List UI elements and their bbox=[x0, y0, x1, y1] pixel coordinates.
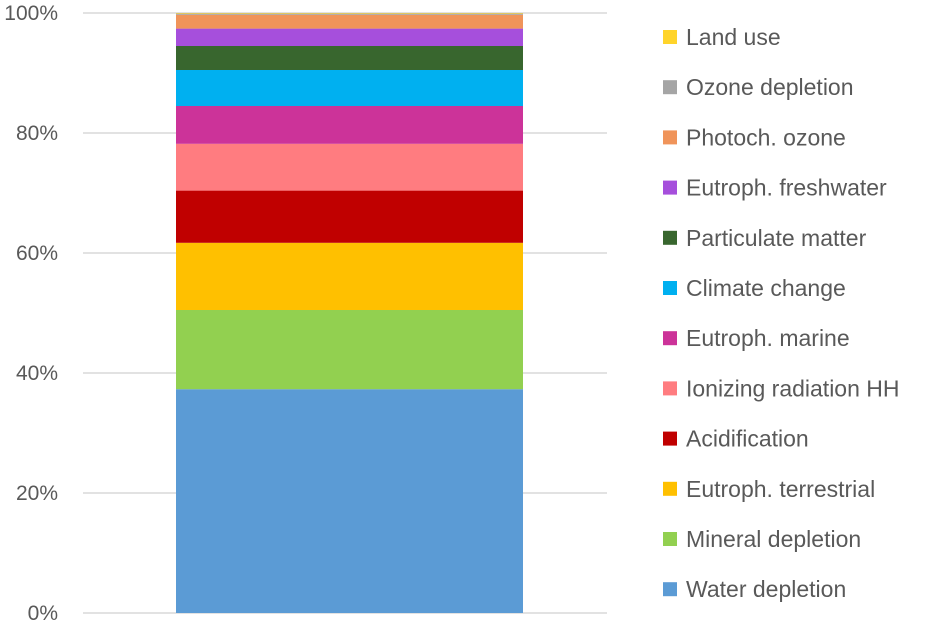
legend-label-ionizing-radiation-hh: Ionizing radiation HH bbox=[686, 375, 900, 401]
legend-swatch-ozone-depletion bbox=[663, 80, 677, 95]
y-tick-label: 40% bbox=[16, 362, 58, 385]
bar-stack bbox=[176, 13, 523, 613]
legend-label-climate-change: Climate change bbox=[686, 275, 846, 301]
legend-swatch-land-use bbox=[663, 30, 677, 44]
bar-segment-ionizing-radiation-hh bbox=[176, 143, 523, 191]
legend-label-eutroph-marine: Eutroph. marine bbox=[686, 325, 850, 351]
bar-segment-ozone-depletion bbox=[176, 13, 523, 15]
legend-swatch-eutroph-freshwater bbox=[663, 180, 677, 195]
bar-segment-mineral-depletion bbox=[176, 310, 523, 390]
bar-segment-eutroph-terrestrial bbox=[176, 242, 523, 310]
bar-segment-eutroph-marine bbox=[176, 106, 523, 144]
legend-swatch-acidification bbox=[663, 431, 677, 446]
y-tick-label: 60% bbox=[16, 242, 58, 265]
bar-segment-eutroph-freshwater bbox=[176, 28, 523, 46]
bar-segment-photoch-ozone bbox=[176, 14, 523, 29]
y-tick-label: 80% bbox=[16, 122, 58, 145]
bar-segment-climate-change bbox=[176, 70, 523, 106]
legend-label-photoch-ozone: Photoch. ozone bbox=[686, 124, 846, 150]
bar-segment-particulate-matter bbox=[176, 46, 523, 70]
legend: Land use Ozone depletion Photoch. ozone Eut… bbox=[663, 24, 900, 602]
legend-label-eutroph-terrestrial: Eutroph. terrestrial bbox=[686, 476, 875, 502]
bar-segment-acidification bbox=[176, 190, 523, 243]
legend-label-ozone-depletion: Ozone depletion bbox=[686, 74, 854, 100]
bar-segment-land-use bbox=[176, 13, 523, 14]
legend-swatch-ionizing-radiation-hh bbox=[663, 381, 677, 396]
legend-label-mineral-depletion: Mineral depletion bbox=[686, 526, 861, 552]
legend-swatch-mineral-depletion bbox=[663, 532, 677, 546]
legend-label-land-use: Land use bbox=[686, 24, 781, 50]
legend-swatch-particulate-matter bbox=[663, 230, 677, 245]
y-tick-label: 0% bbox=[28, 602, 58, 623]
legend-label-water-depletion: Water depletion bbox=[686, 576, 846, 602]
legend-swatch-eutroph-terrestrial bbox=[663, 481, 677, 496]
legend-swatch-water-depletion bbox=[663, 582, 677, 597]
legend-swatch-climate-change bbox=[663, 281, 677, 295]
legend-swatch-eutroph-marine bbox=[663, 331, 677, 346]
y-axis-ticks: 0% 20% 40% 60% 80% 100% bbox=[4, 2, 58, 623]
legend-label-particulate-matter: Particulate matter bbox=[686, 225, 867, 251]
bar-segment-water-depletion bbox=[176, 389, 523, 613]
y-tick-label: 100% bbox=[4, 2, 58, 25]
legend-swatch-photoch-ozone bbox=[663, 130, 677, 145]
legend-label-acidification: Acidification bbox=[686, 426, 809, 452]
legend-label-eutroph-freshwater: Eutroph. freshwater bbox=[686, 175, 887, 201]
y-tick-label: 20% bbox=[16, 482, 58, 505]
